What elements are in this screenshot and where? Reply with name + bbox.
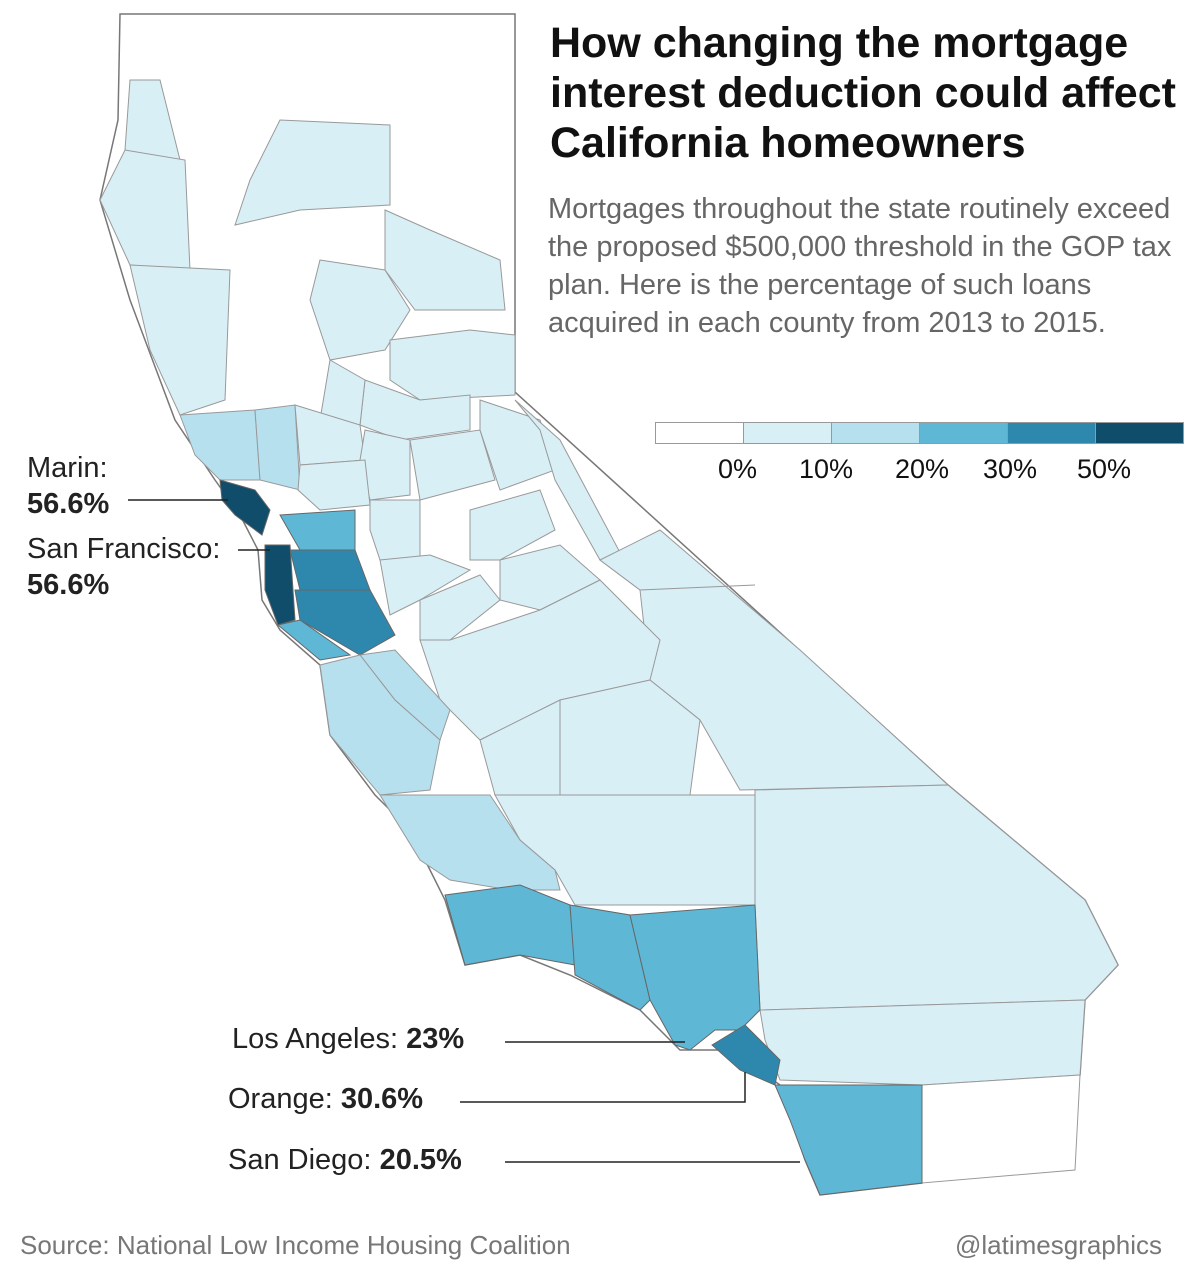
orange-label: Orange: xyxy=(228,1083,333,1115)
san-diego-value: 20.5% xyxy=(380,1144,462,1176)
legend-swatch-3 xyxy=(920,423,1008,443)
county-san-bernardino xyxy=(755,785,1118,1010)
orange-value: 30.6% xyxy=(341,1083,423,1115)
san-francisco-value: 56.6% xyxy=(27,567,220,603)
legend-label-2: 20% xyxy=(895,454,949,485)
san-diego-label: San Diego: xyxy=(228,1144,372,1176)
legend-label-4: 50% xyxy=(1077,454,1131,485)
legend-swatch-0 xyxy=(656,423,744,443)
county-napa xyxy=(255,405,300,490)
orange-callout: Orange: 30.6% xyxy=(228,1081,423,1117)
legend-label-3: 30% xyxy=(983,454,1037,485)
page-subtitle: Mortgages throughout the state routinely… xyxy=(548,190,1188,342)
legend-swatch-2 xyxy=(832,423,920,443)
los-angeles-value: 23% xyxy=(406,1023,464,1055)
marin-callout: Marin: 56.6% xyxy=(27,450,109,522)
orange-leader-line xyxy=(460,1072,745,1102)
legend-bar xyxy=(655,422,1184,444)
county-riverside xyxy=(760,1000,1085,1085)
marin-label: Marin: xyxy=(27,450,109,486)
legend-label-0: 0% xyxy=(718,454,757,485)
legend-swatch-1 xyxy=(744,423,832,443)
san-francisco-callout: San Francisco: 56.6% xyxy=(27,531,220,603)
county-sonoma xyxy=(180,410,260,480)
county-sierra-nevada xyxy=(390,330,515,400)
page-title: How changing the mortgage interest deduc… xyxy=(550,18,1190,168)
county-san-joaquin xyxy=(370,500,420,560)
san-diego-callout: San Diego: 20.5% xyxy=(228,1142,462,1178)
san-francisco-label: San Francisco: xyxy=(27,531,220,567)
legend-swatch-5 xyxy=(1096,423,1183,443)
county-san-diego xyxy=(775,1085,922,1195)
credit-note: @latimesgraphics xyxy=(955,1230,1162,1261)
legend-swatch-4 xyxy=(1008,423,1096,443)
color-legend: 0% 10% 20% 30% 50% xyxy=(655,422,1184,444)
source-note: Source: National Low Income Housing Coal… xyxy=(20,1230,571,1261)
county-imperial xyxy=(922,1075,1080,1183)
los-angeles-callout: Los Angeles: 23% xyxy=(232,1021,464,1057)
marin-value: 56.6% xyxy=(27,486,109,522)
legend-label-1: 10% xyxy=(799,454,853,485)
los-angeles-label: Los Angeles: xyxy=(232,1023,398,1055)
